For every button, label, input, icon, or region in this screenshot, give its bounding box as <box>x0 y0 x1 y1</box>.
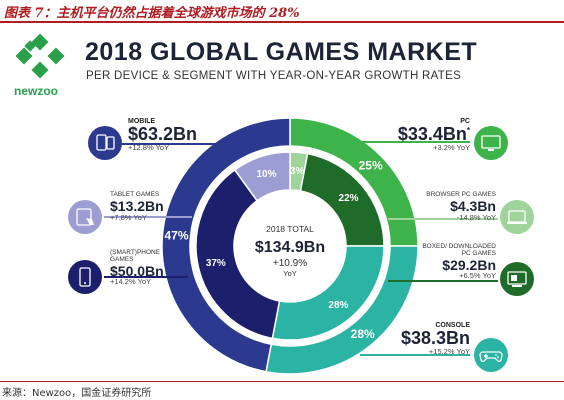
mobile-name: MOBILE <box>128 118 156 125</box>
pc-name: PC <box>460 118 470 125</box>
boxed-value: $29.2Bn <box>442 256 496 273</box>
mobile-yoy: +12.8% YoY <box>128 143 170 153</box>
page-subtitle: PER DEVICE & SEGMENT WITH YEAR-ON-YEAR G… <box>86 70 462 82</box>
phone-value: $50.0Bn <box>110 262 164 279</box>
center-label: 2018 TOTAL <box>266 224 314 234</box>
pc-label: PC $33.4Bn* +3.2% YoY <box>390 118 470 152</box>
console-gamepad-icon <box>474 338 508 372</box>
tablet-yoy: +7.8% YoY <box>110 212 147 222</box>
browser-label: BROWSER PC GAMES $4.3Bn -14.8% YoY <box>420 191 496 222</box>
center-growth: +10.9% <box>273 258 307 269</box>
inner-ring-label-0: 3% <box>290 166 305 177</box>
mobile-value: $63.2Bn <box>128 124 198 145</box>
boxed-game-icon <box>500 262 534 296</box>
outer-ring: 25% 28% 47% <box>161 117 419 375</box>
browser-name: BROWSER PC GAMES <box>426 191 496 198</box>
source-note: 来源：Newzoo，国金证券研究所 <box>2 388 152 399</box>
outer-ring-label-0: 25% <box>359 159 383 173</box>
browser-icon <box>500 200 534 234</box>
console-name: CONSOLE <box>435 322 470 329</box>
phone-yoy: +14.2% YoY <box>110 277 152 287</box>
phone-label: (SMART)PHONE GAMES $50.0Bn +14.2% YoY <box>110 249 180 287</box>
brand-name: newzoo <box>14 84 58 98</box>
center-growth-unit: YoY <box>283 269 297 278</box>
phone-name: (SMART)PHONE GAMES <box>110 249 161 263</box>
pc-yoy: +3.2% YoY <box>433 143 470 153</box>
title-rule <box>0 21 564 23</box>
inner-ring-label-2: 28% <box>328 300 348 311</box>
pc-icon <box>474 126 508 160</box>
console-yoy: +15.2% YoY <box>428 347 470 357</box>
pc-footnote: * <box>466 126 470 136</box>
inner-ring: 3% 22% 28% 37% 10% <box>195 151 385 341</box>
pc-value: $33.4Bn <box>397 124 467 145</box>
figure-title: 图表 7：主机平台仍然占据着全球游戏市场的 28% <box>4 6 300 21</box>
source-rule <box>0 381 564 382</box>
outer-ring-slice-2 <box>161 117 291 373</box>
mobile-label: MOBILE $63.2Bn +12.8% YoY <box>128 118 197 152</box>
center-total: $134.9Bn <box>255 239 325 256</box>
page-title: 2018 GLOBAL GAMES MARKET <box>85 38 478 66</box>
console-label: CONSOLE $38.3Bn +15.2% YoY <box>386 322 470 356</box>
console-value: $38.3Bn <box>400 328 470 349</box>
tablet-name: TABLET GAMES <box>110 191 160 198</box>
boxed-name: BOXED/ DOWNLOADED PC GAMES <box>422 243 496 257</box>
phone-icon <box>68 260 102 294</box>
inner-ring-label-3: 37% <box>206 258 226 269</box>
outer-ring-label-1: 28% <box>351 327 375 341</box>
inner-ring-label-1: 22% <box>339 193 359 204</box>
boxed-label: BOXED/ DOWNLOADED PC GAMES $29.2Bn +6.5%… <box>420 243 496 281</box>
browser-value: $4.3Bn <box>450 197 496 214</box>
browser-yoy: -14.8% YoY <box>456 212 496 222</box>
center-hole <box>234 190 346 302</box>
tablet-label: TABLET GAMES $13.2Bn +7.8% YoY <box>110 191 164 222</box>
boxed-yoy: +6.5% YoY <box>459 271 496 281</box>
newzoo-logo-icon <box>15 33 65 79</box>
mobile-icon <box>88 126 122 160</box>
tablet-value: $13.2Bn <box>110 197 164 214</box>
tablet-icon <box>68 200 102 234</box>
outer-ring-label-2: 47% <box>164 228 188 242</box>
inner-ring-label-4: 10% <box>257 169 277 180</box>
